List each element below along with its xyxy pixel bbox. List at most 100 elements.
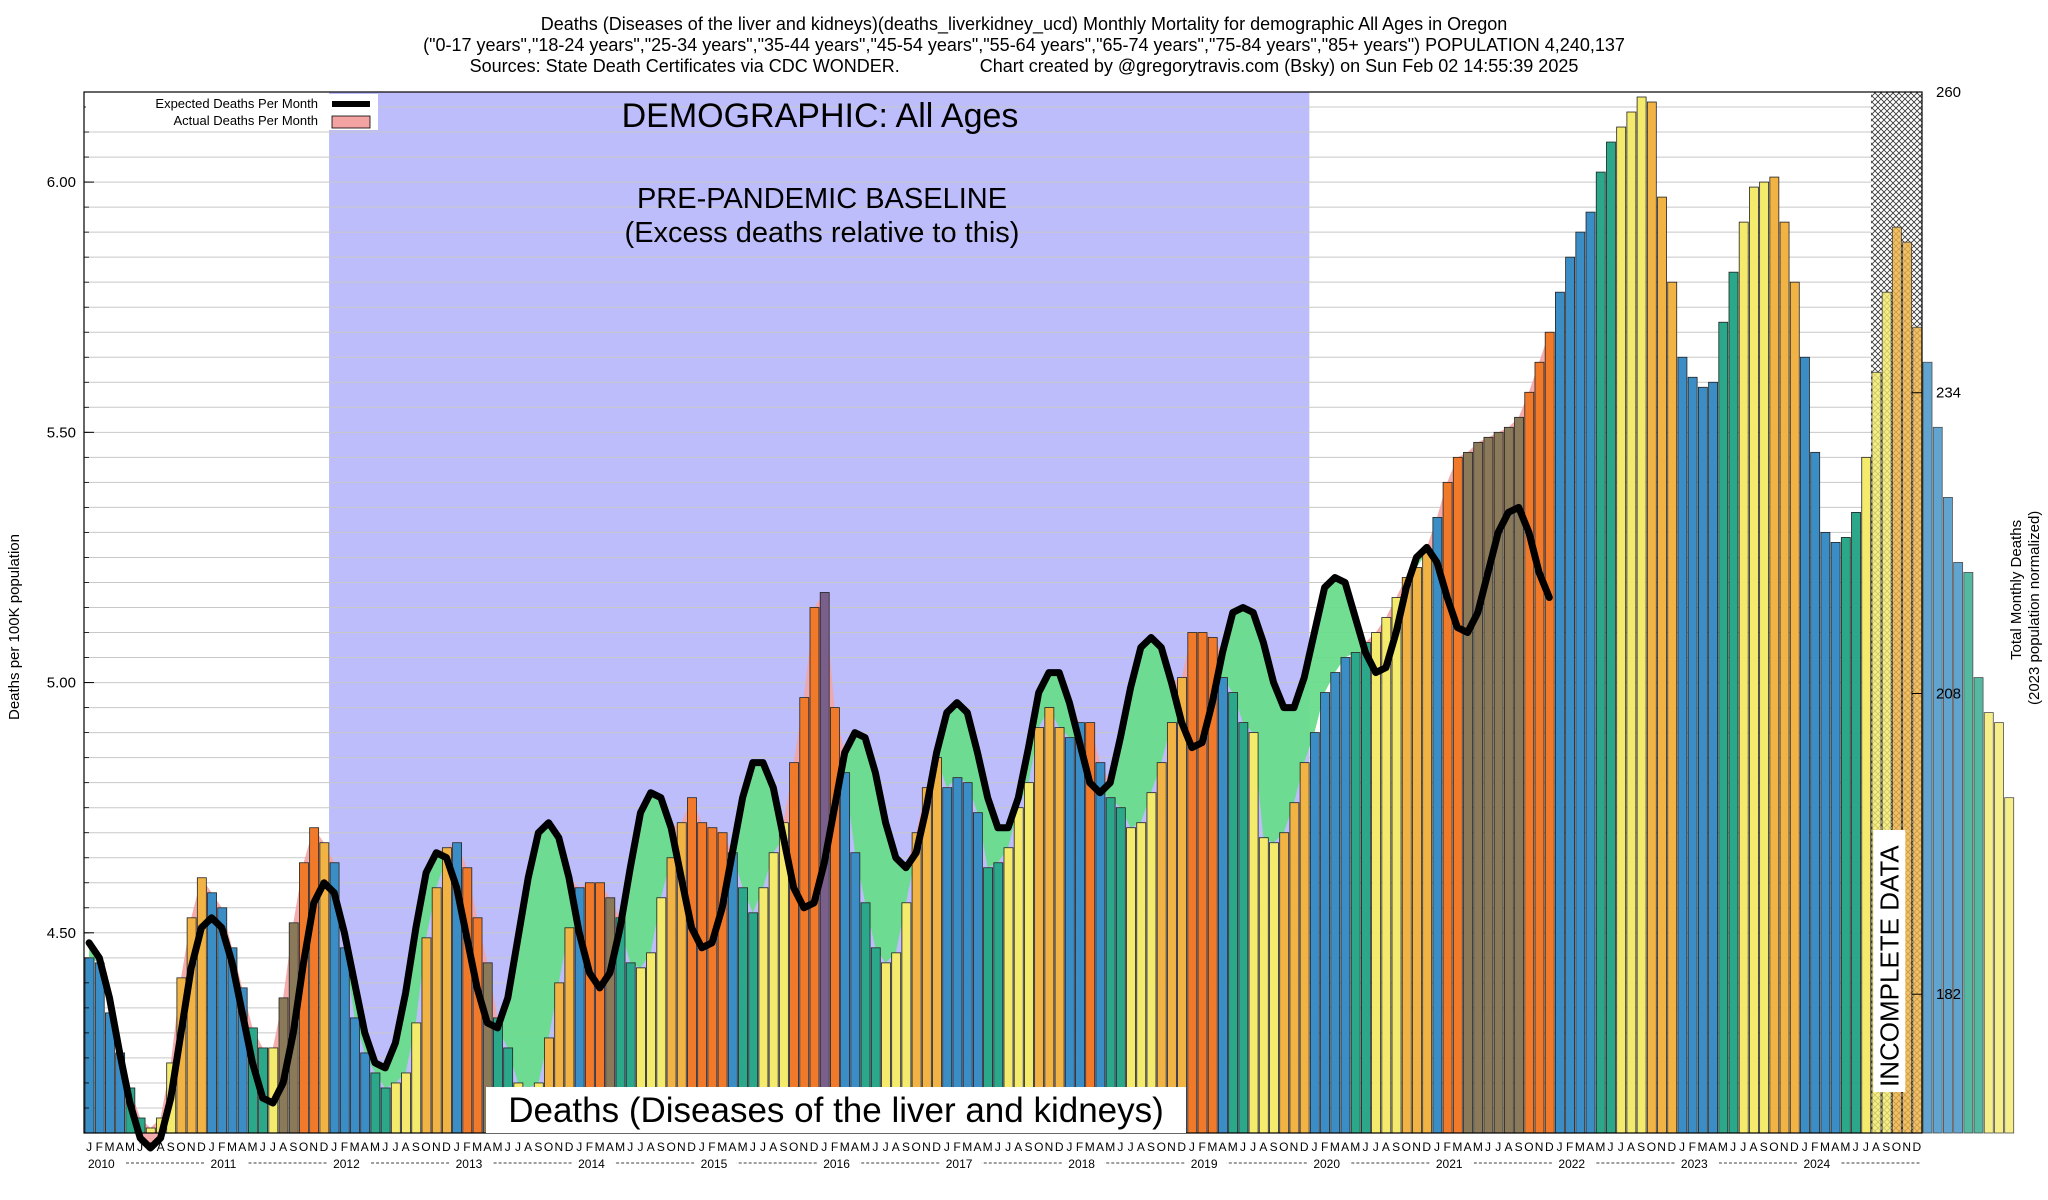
bar <box>1463 451 1473 1134</box>
year-label-bg <box>1433 1155 1472 1171</box>
bar <box>196 877 207 1134</box>
bar <box>1258 837 1269 1134</box>
month-label: M <box>860 1140 870 1154</box>
month-label: M <box>1350 1140 1360 1154</box>
month-label: D <box>1177 1140 1186 1154</box>
bar <box>1187 632 1198 1134</box>
month-label: J <box>1740 1140 1746 1154</box>
bar <box>1555 291 1565 1134</box>
month-label: A <box>769 1140 777 1154</box>
month-label: S <box>657 1140 665 1154</box>
month-label: M <box>983 1140 993 1154</box>
month-label: J <box>760 1140 766 1154</box>
month-label: A <box>1382 1140 1390 1154</box>
month-label: J <box>1066 1140 1072 1154</box>
month-label: J <box>1250 1140 1256 1154</box>
month-label: S <box>1760 1140 1768 1154</box>
month-label: S <box>1392 1140 1400 1154</box>
month-label: J <box>1117 1140 1123 1154</box>
bar <box>1524 391 1535 1134</box>
bar <box>809 607 820 1134</box>
month-label: S <box>1025 1140 1033 1154</box>
month-label: N <box>677 1140 686 1154</box>
bar <box>1861 456 1872 1134</box>
month-label: M <box>493 1140 503 1154</box>
bar <box>687 797 697 1134</box>
month-label: M <box>227 1140 237 1154</box>
year-label-bg <box>331 1155 370 1171</box>
bar <box>1994 722 2004 1134</box>
month-label: A <box>238 1140 246 1154</box>
bar <box>942 787 953 1134</box>
month-label: A <box>402 1140 410 1154</box>
month-label: J <box>995 1140 1001 1154</box>
month-label: O <box>1157 1140 1166 1154</box>
bar <box>1115 807 1126 1134</box>
bar <box>1657 196 1667 1134</box>
year-label-bg <box>1066 1155 1105 1171</box>
left-tick-label: 4.50 <box>47 925 76 942</box>
bar <box>1013 807 1024 1134</box>
month-label: M <box>1595 1140 1605 1154</box>
bar <box>1166 722 1177 1134</box>
bar <box>207 892 217 1134</box>
bar <box>1064 737 1075 1134</box>
year-label: 2019 <box>1191 1157 1218 1171</box>
right-axis-label-line1: Total Monthly Deaths <box>2008 519 2025 660</box>
month-label: O <box>912 1140 921 1154</box>
month-label: N <box>800 1140 809 1154</box>
year-label: 2017 <box>946 1157 973 1171</box>
bar <box>1371 632 1382 1134</box>
month-label: F <box>463 1140 470 1154</box>
bar <box>840 772 851 1134</box>
bar <box>1054 727 1065 1134</box>
month-label: A <box>524 1140 532 1154</box>
month-label: O <box>1279 1140 1288 1154</box>
bar <box>1432 517 1443 1134</box>
header-title: Deaths (Diseases of the liver and kidney… <box>540 14 1508 34</box>
month-label: A <box>361 1140 369 1154</box>
month-label: O <box>544 1140 553 1154</box>
month-label: S <box>1637 1140 1645 1154</box>
bar <box>1769 176 1780 1134</box>
month-label: M <box>1575 1140 1585 1154</box>
bar <box>962 782 973 1134</box>
month-label: J <box>1618 1140 1624 1154</box>
month-label: J <box>1005 1140 1011 1154</box>
month-label: J <box>1608 1140 1614 1154</box>
year-label-bg <box>208 1155 247 1171</box>
month-label: M <box>595 1140 605 1154</box>
bar <box>370 1072 381 1134</box>
month-label: S <box>534 1140 542 1154</box>
bar <box>1034 727 1045 1134</box>
month-label: O <box>1524 1140 1533 1154</box>
legend-expected-label: Expected Deaths Per Month <box>155 96 318 111</box>
month-label: S <box>1882 1140 1890 1154</box>
month-label: N <box>554 1140 563 1154</box>
bar <box>1708 381 1718 1134</box>
bar <box>1044 707 1055 1134</box>
year-label: 2022 <box>1558 1157 1585 1171</box>
bar <box>1697 386 1708 1134</box>
bar <box>472 917 483 1134</box>
month-label: M <box>738 1140 748 1154</box>
month-label: N <box>309 1140 318 1154</box>
bar <box>1820 532 1831 1134</box>
bar <box>1177 677 1187 1134</box>
year-label-bg <box>1188 1155 1227 1171</box>
bar <box>1830 542 1841 1134</box>
bar <box>431 887 442 1134</box>
month-label: J <box>1802 1140 1808 1154</box>
month-label: A <box>1586 1140 1594 1154</box>
bar <box>94 962 105 1134</box>
left-tick-label: 6.00 <box>47 174 76 191</box>
bar <box>1422 552 1433 1134</box>
month-label: N <box>1167 1140 1176 1154</box>
baseline-annotation: PRE-PANDEMIC BASELINE <box>637 183 1007 215</box>
bar <box>2004 797 2015 1134</box>
month-label: M <box>1330 1140 1340 1154</box>
month-label: S <box>289 1140 297 1154</box>
left-tick-label: 5.50 <box>47 424 76 441</box>
month-label: O <box>1769 1140 1778 1154</box>
month-label: S <box>1147 1140 1155 1154</box>
